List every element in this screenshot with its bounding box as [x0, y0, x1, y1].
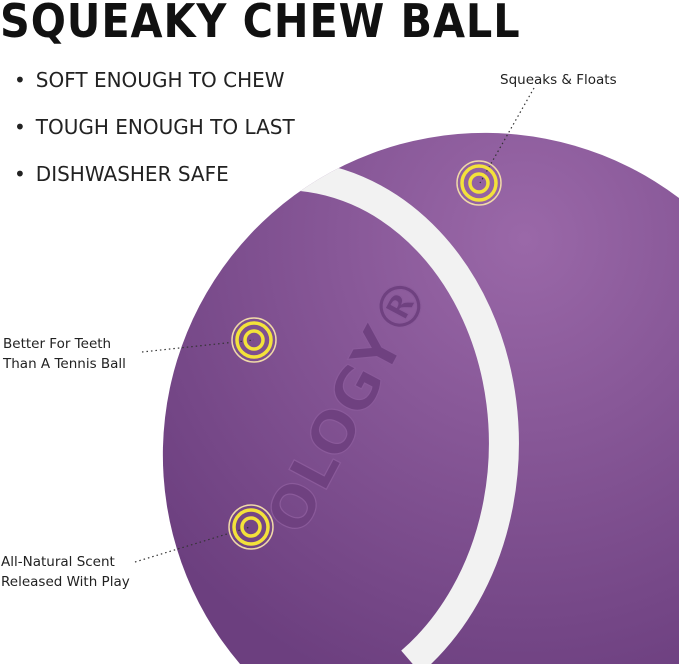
feature-item: TOUGH ENOUGH TO LAST	[14, 113, 295, 160]
target-icon	[456, 160, 502, 206]
page-title: SQUEAKY CHEW BALL	[0, 0, 521, 48]
callout-line: Than A Tennis Ball	[3, 356, 126, 372]
feature-item: SOFT ENOUGH TO CHEW	[14, 66, 295, 113]
feature-item: DISHWASHER SAFE	[14, 160, 295, 207]
feature-list: SOFT ENOUGH TO CHEW TOUGH ENOUGH TO LAST…	[14, 66, 295, 207]
callout-squeaks: Squeaks & Floats	[500, 72, 617, 88]
callout-teeth: Better For Teeth Than A Tennis Ball	[3, 334, 126, 374]
callout-line: Better For Teeth	[3, 336, 112, 352]
target-icon	[231, 317, 277, 363]
callout-line: Released With Play	[1, 574, 130, 590]
callout-line: All-Natural Scent	[1, 554, 115, 570]
marker-icons	[228, 160, 502, 550]
chew-ball	[162, 132, 679, 664]
callout-scent: All-Natural Scent Released With Play	[1, 552, 130, 592]
target-icon	[228, 504, 274, 550]
